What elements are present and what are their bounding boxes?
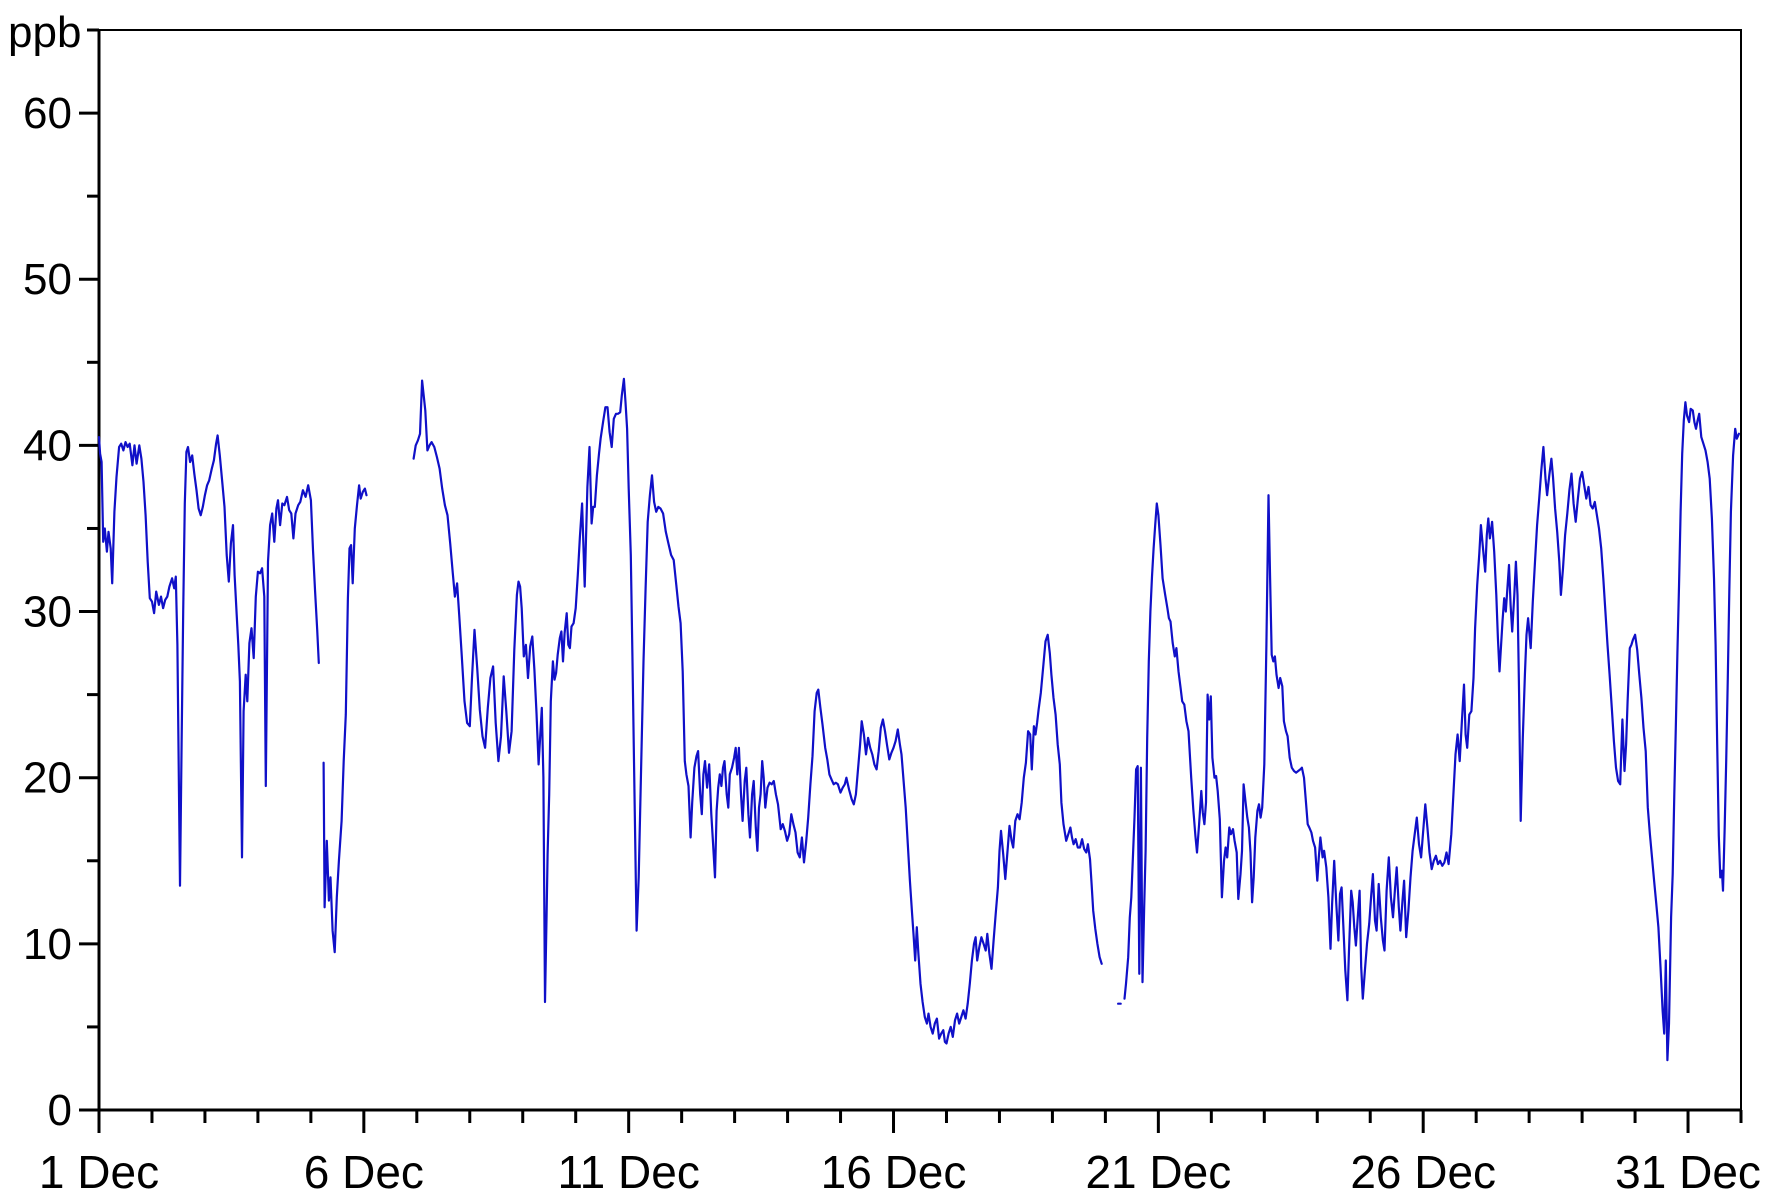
x-tick-label: 16 Dec [821, 1146, 967, 1198]
data-series-line [97, 377, 1741, 1062]
x-tick-label: 6 Dec [304, 1146, 424, 1198]
x-tick-label: 1 Dec [39, 1146, 159, 1198]
y-tick-label: 10 [23, 920, 72, 969]
y-axis-ticks [79, 28, 101, 1112]
series-segment [97, 434, 320, 887]
y-axis-labels: 0 10 20 30 40 50 60 [23, 89, 72, 1135]
x-axis-ticks [97, 1108, 1743, 1133]
y-tick-label: 20 [23, 754, 72, 803]
y-tick-label: 40 [23, 421, 72, 470]
series-segment [412, 377, 1103, 1045]
series-segment [322, 484, 368, 954]
x-axis-labels: 1 Dec 6 Dec 11 Dec 16 Dec 21 Dec 26 Dec 31 Dec [39, 1146, 1761, 1198]
y-axis-unit-label: ppb [8, 8, 81, 57]
x-tick-label: 21 Dec [1085, 1146, 1231, 1198]
y-tick-label: 0 [48, 1086, 72, 1135]
x-tick-label: 11 Dec [558, 1146, 700, 1198]
x-tick-label: 26 Dec [1350, 1146, 1496, 1198]
series-segment [1123, 401, 1741, 1062]
y-tick-label: 50 [23, 255, 72, 304]
y-tick-label: 60 [23, 89, 72, 138]
x-tick-label: 31 Dec [1615, 1146, 1761, 1198]
y-tick-label: 30 [23, 588, 72, 637]
